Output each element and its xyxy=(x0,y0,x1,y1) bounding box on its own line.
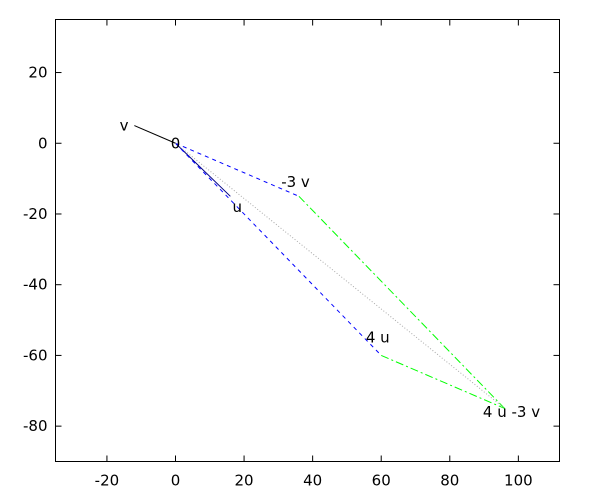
vector-lines xyxy=(134,125,506,409)
y-tick-label: 20 xyxy=(28,64,47,82)
vector-segment-0 xyxy=(175,142,231,197)
point-label-1: 0 xyxy=(171,134,181,152)
point-label-3: -3 v xyxy=(281,173,310,191)
point-label-2: u xyxy=(232,198,242,216)
x-tick-label: 60 xyxy=(372,472,391,490)
vector-segment-6 xyxy=(175,142,505,409)
point-labels: v 0 u -3 v 4 u 4 u -3 v xyxy=(120,117,541,421)
x-tick-label: -20 xyxy=(95,472,120,490)
x-tick-label: 20 xyxy=(235,472,254,490)
plot-frame xyxy=(55,19,560,462)
point-label-5: 4 u -3 v xyxy=(483,403,540,421)
y-tick-label: -40 xyxy=(23,276,48,294)
x-tick-label: 100 xyxy=(504,472,533,490)
vector-segment-2 xyxy=(175,142,300,197)
y-tick-label: -60 xyxy=(23,346,48,364)
vector-segment-1 xyxy=(134,125,176,144)
y-tick-label: 0 xyxy=(38,134,48,152)
y-tick-label: -80 xyxy=(23,417,48,435)
point-label-4: 4 u xyxy=(366,329,390,347)
vector-segment-4 xyxy=(298,195,506,409)
x-tick-label: 80 xyxy=(440,472,459,490)
point-label-0: v xyxy=(120,117,129,135)
vector-segment-3 xyxy=(175,142,382,356)
vector-segment-5 xyxy=(381,354,505,409)
x-tick-label: 40 xyxy=(303,472,322,490)
x-tick-label: 0 xyxy=(171,472,181,490)
axis-ticks: -20 0 20 40 60 80 100 -80 -60 -40 -20 0 20 xyxy=(23,19,560,490)
y-tick-label: -20 xyxy=(23,205,48,223)
